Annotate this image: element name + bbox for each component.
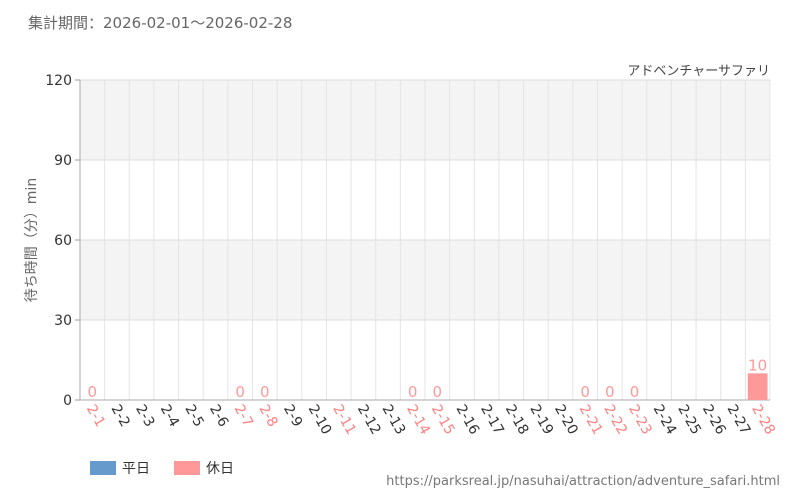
x-tick-label: 2-24 bbox=[650, 402, 680, 438]
legend: 平日 休日 bbox=[90, 458, 234, 478]
x-tick-label: 2-16 bbox=[453, 402, 483, 438]
x-tick-label: 2-11 bbox=[329, 402, 359, 438]
legend-weekday-swatch bbox=[90, 461, 116, 475]
x-tick-label: 2-2 bbox=[108, 402, 133, 430]
legend-weekday[interactable]: 平日 bbox=[90, 458, 150, 478]
x-tick-label: 2-26 bbox=[699, 402, 729, 438]
x-tick-label: 2-6 bbox=[206, 402, 231, 430]
bar-value-label: 0 bbox=[630, 383, 640, 401]
bar bbox=[747, 373, 768, 400]
x-tick-label: 2-25 bbox=[674, 402, 704, 438]
bar-value-label: 0 bbox=[580, 383, 590, 401]
period-range: 2026-02-01～2026-02-28 bbox=[103, 14, 293, 32]
bar-value-label: 0 bbox=[433, 383, 443, 401]
x-tick-label: 2-9 bbox=[280, 402, 305, 430]
x-tick-label: 2-17 bbox=[477, 402, 507, 438]
x-tick-label: 2-10 bbox=[305, 402, 335, 438]
source-url[interactable]: https://parksreal.jp/nasuhai/attraction/… bbox=[386, 474, 780, 489]
x-tick-label: 2-8 bbox=[255, 402, 280, 430]
legend-holiday-label: 休日 bbox=[206, 461, 234, 477]
x-tick-label: 2-20 bbox=[551, 402, 581, 438]
bar-value-label: 0 bbox=[408, 383, 418, 401]
y-tick-label: 30 bbox=[54, 313, 72, 329]
legend-holiday[interactable]: 休日 bbox=[174, 458, 234, 478]
x-tick-label: 2-28 bbox=[748, 402, 778, 438]
bar-value-label: 0 bbox=[88, 383, 98, 401]
y-tick-label: 90 bbox=[54, 153, 72, 169]
bar-value-label: 0 bbox=[260, 383, 270, 401]
x-tick-label: 2-19 bbox=[526, 402, 556, 438]
x-tick-label: 2-7 bbox=[231, 402, 256, 430]
y-tick-label: 120 bbox=[45, 73, 72, 89]
y-axis-label: 待ち時間（分）min bbox=[24, 178, 40, 302]
x-tick-label: 2-13 bbox=[379, 402, 409, 438]
x-tick-label: 2-15 bbox=[428, 402, 458, 438]
attraction-name: アドベンチャーサファリ bbox=[627, 64, 770, 79]
bar-value-label: 0 bbox=[605, 383, 615, 401]
x-tick-label: 2-18 bbox=[502, 402, 532, 438]
y-tick-label: 60 bbox=[54, 233, 72, 249]
legend-weekday-label: 平日 bbox=[122, 461, 150, 477]
legend-holiday-swatch bbox=[174, 461, 200, 475]
x-tick-label: 2-23 bbox=[625, 402, 655, 438]
x-tick-label: 2-5 bbox=[181, 402, 206, 430]
x-tick-label: 2-12 bbox=[354, 402, 384, 438]
period-label: 集計期間： bbox=[28, 14, 104, 32]
x-tick-label: 2-14 bbox=[403, 402, 433, 438]
period-header: 集計期間：2026-02-01～2026-02-28 bbox=[28, 12, 292, 33]
bar-value-label: 0 bbox=[235, 383, 245, 401]
x-tick-label: 2-1 bbox=[83, 402, 108, 430]
x-tick-label: 2-3 bbox=[132, 402, 157, 430]
x-tick-label: 2-22 bbox=[600, 402, 630, 438]
x-tick-label: 2-21 bbox=[576, 402, 606, 438]
bar-value-label: 10 bbox=[748, 356, 767, 374]
x-tick-label: 2-27 bbox=[724, 402, 754, 438]
x-tick-label: 2-4 bbox=[157, 402, 182, 430]
y-tick-label: 0 bbox=[63, 393, 72, 409]
